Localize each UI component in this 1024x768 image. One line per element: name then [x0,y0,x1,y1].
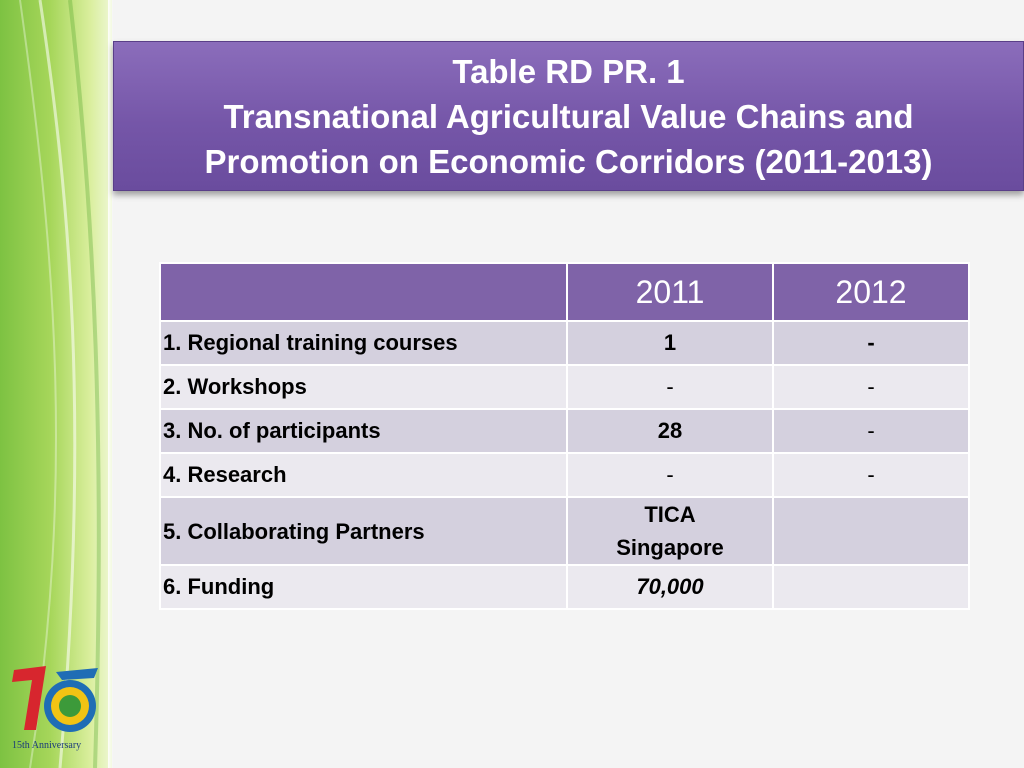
header-2011: 2011 [566,262,774,322]
cell-2012: - [772,320,970,366]
partner-name: Singapore [616,535,724,560]
decorative-side-band [0,0,112,768]
results-table: 2011 2012 1. Regional training courses 1… [159,262,970,610]
cell-2011: 1 [566,320,774,366]
cell-2011: 28 [566,408,774,454]
row-label: 3. No. of participants [159,408,568,454]
swoosh-decoration [19,0,101,768]
table-row: 2. Workshops - - [159,364,970,410]
title-line-2: Transnational Agricultural Value Chains … [223,97,914,135]
row-label: 6. Funding [159,564,568,610]
table-header-row: 2011 2012 [159,262,970,322]
title-banner: Table RD PR. 1 Transnational Agricultura… [113,41,1024,191]
cell-2011: 70,000 [566,564,774,610]
table-row: 3. No. of participants 28 - [159,408,970,454]
title-line-1: Table RD PR. 1 [452,52,685,90]
cell-2012: - [772,452,970,498]
table-row: 6. Funding 70,000 [159,564,970,610]
partner-name: TICA [644,502,696,527]
row-label: 1. Regional training courses [159,320,568,366]
header-2012: 2012 [772,262,970,322]
row-label: 2. Workshops [159,364,568,410]
cell-2012 [772,496,970,566]
anniversary-caption: 15th Anniversary [12,740,82,751]
cell-2011: TICA Singapore [566,496,774,566]
table-row: 5. Collaborating Partners TICA Singapore [159,496,970,566]
table-row: 4. Research - - [159,452,970,498]
logo-icon [12,666,98,732]
cell-2012 [772,564,970,610]
band-edge-highlight [108,0,114,768]
cell-2012: - [772,408,970,454]
cell-2011: - [566,364,774,410]
cell-2012: - [772,364,970,410]
header-empty [159,262,568,322]
table-row: 1. Regional training courses 1 - [159,320,970,366]
title-line-3: Promotion on Economic Corridors (2011-20… [204,142,933,180]
cell-2011: - [566,452,774,498]
row-label: 5. Collaborating Partners [159,496,568,566]
anniversary-logo [6,660,106,756]
row-label: 4. Research [159,452,568,498]
